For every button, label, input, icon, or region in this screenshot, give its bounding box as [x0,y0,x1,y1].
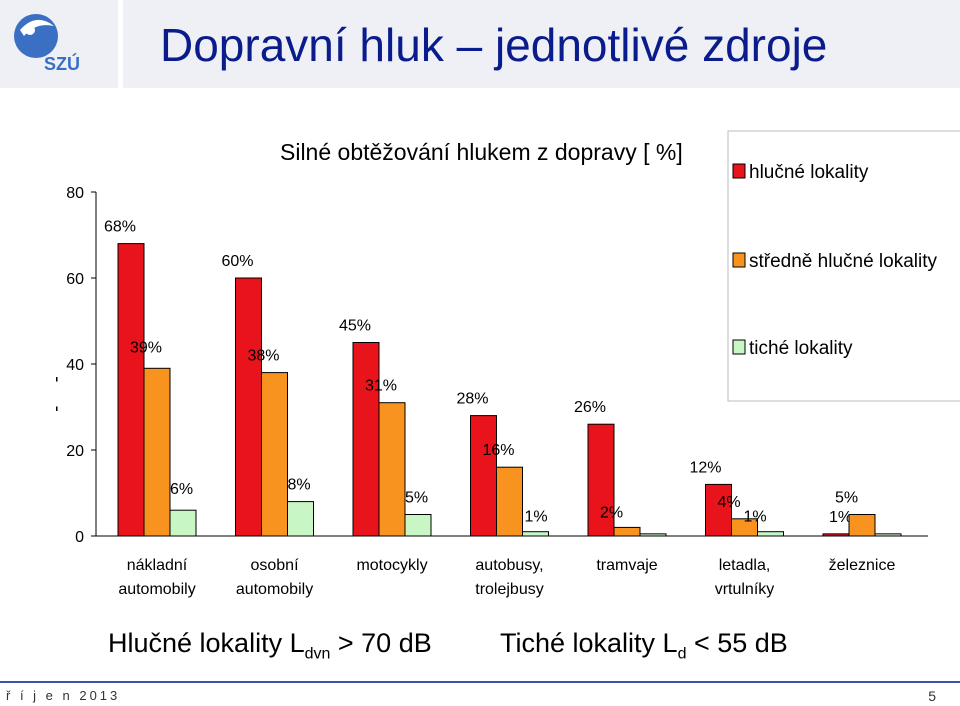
data-label: 5% [405,490,428,507]
bar-medium [496,466,523,537]
note-quiet-prefix: Tiché lokality L [500,628,678,658]
bar-noisy [117,243,145,537]
data-label: 60% [222,253,254,270]
chart-title: Silné obtěžování hlukem z dopravy [ %] [280,139,683,165]
x-tick-label: tramvaje [596,557,657,574]
data-label: 5% [835,490,858,507]
szu-logo-icon: SZÚ [14,14,80,74]
data-label: 45% [339,318,371,335]
data-label: 2% [600,504,623,521]
data-label: 6% [170,481,193,498]
bar-medium [378,402,406,537]
data-label: 31% [365,378,397,395]
page-number: 5 [928,688,936,704]
bar-noisy [352,342,380,537]
y-tick-label: 0 [75,529,84,546]
y-tick-label: 60 [66,271,84,288]
x-tick-label: vrtulníky [715,581,775,598]
note-noisy: Hlučné lokality Ldvn > 70 dB [108,628,432,663]
data-label: 68% [104,219,136,236]
legend-label: tiché lokality [749,338,853,359]
data-label: 12% [690,459,722,476]
x-tick-label: trolejbusy [475,581,543,598]
chart-panel: Silné obtěžování hlukem z dopravy [ %] [ … [56,100,960,610]
legend-label: hlučné lokality [749,162,869,183]
bar-chart: Silné obtěžování hlukem z dopravy [ %] [ … [56,130,960,598]
bar-noisy [822,533,850,537]
legend-swatch [732,163,746,179]
bar-noisy [587,423,615,537]
footer-date: ř í j e n 2013 [6,688,121,703]
x-tick-label: autobusy, [475,557,543,574]
bar-medium [261,372,288,537]
y-tick-label: 80 [66,185,84,202]
note-noisy-sub: dvn [304,645,331,663]
x-tick-label: osobní [250,557,299,574]
data-label: 38% [248,348,280,365]
x-tick-label: automobily [236,581,313,598]
legend-label: středně hlučné lokality [749,251,937,272]
y-tick-label: 40 [66,357,84,374]
data-label: 39% [130,339,162,356]
y-tick-label: 20 [66,443,84,460]
x-tick-label: motocykly [356,557,427,574]
data-label: 1% [829,509,852,526]
data-label: 1% [525,509,548,526]
bar-quiet [522,531,549,537]
data-label: 1% [744,509,767,526]
data-label: 16% [483,442,515,459]
data-label: 8% [288,477,311,494]
bar-medium [848,514,876,537]
note-noisy-suffix: > 70 dB [330,628,432,658]
note-quiet-suffix: < 55 dB [686,628,788,658]
bar-medium [613,526,641,537]
legend-box [727,130,960,402]
note-quiet-sub: d [677,645,687,663]
x-tick-label: nákladní [127,557,188,574]
x-tick-label: letadla, [719,557,771,574]
bar-quiet [404,514,432,537]
data-label: 4% [718,494,741,511]
bar-quiet [639,533,667,537]
data-label: 26% [574,399,606,416]
bar-medium [731,518,758,537]
footer-divider [0,681,960,683]
title-band [123,0,960,88]
x-tick-label: automobily [118,581,195,598]
x-tick-label: železnice [829,557,896,574]
bar-quiet [757,531,784,537]
y-axis-label: [ % ] [56,376,58,412]
bar-noisy [235,277,262,537]
logo-text: SZÚ [44,53,80,74]
legend-swatch [732,339,746,355]
legend-swatch [732,252,746,268]
page-title: Dopravní hluk – jednotlivé zdroje [160,19,828,71]
bar-noisy [470,415,497,537]
bar-quiet [874,533,902,537]
logo: SZÚ [0,0,118,88]
bar-medium [143,367,171,537]
note-noisy-prefix: Hlučné lokality L [108,628,305,658]
bar-noisy [705,483,732,537]
note-quiet: Tiché lokality Ld < 55 dB [500,628,788,663]
data-label: 28% [457,391,489,408]
bar-quiet [169,509,197,537]
bar-quiet [287,501,314,537]
